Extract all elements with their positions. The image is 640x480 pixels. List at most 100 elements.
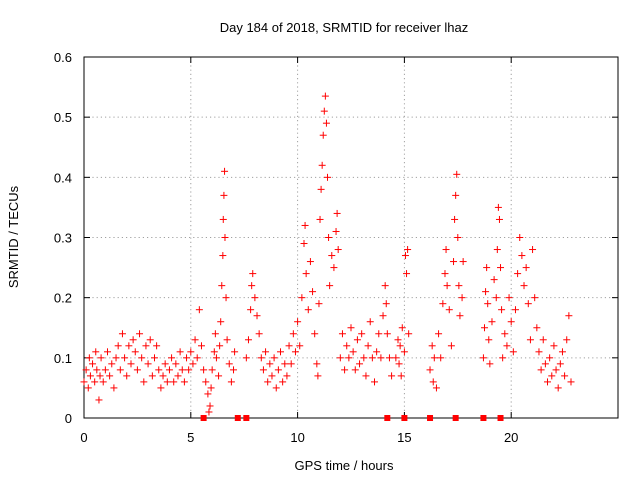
data-point <box>202 378 210 386</box>
data-point <box>89 360 97 368</box>
gap-marker <box>427 415 434 421</box>
data-point <box>185 366 193 374</box>
data-point <box>360 354 368 362</box>
data-point <box>550 342 558 350</box>
data-point <box>296 342 304 350</box>
y-tick-label: 0 <box>65 411 72 426</box>
data-point <box>80 378 88 386</box>
data-point <box>441 270 449 278</box>
data-point <box>531 294 539 302</box>
data-point <box>180 378 188 386</box>
data-point <box>304 306 312 314</box>
data-point <box>382 300 390 308</box>
data-point <box>91 378 99 386</box>
data-point <box>324 173 332 181</box>
data-point <box>394 336 402 344</box>
data-point <box>106 372 114 380</box>
data-point <box>353 336 361 344</box>
data-point <box>511 306 519 314</box>
data-point <box>450 258 458 266</box>
data-point <box>479 354 487 362</box>
data-point <box>370 378 378 386</box>
data-point <box>281 360 289 368</box>
data-point <box>563 336 571 344</box>
data-point <box>401 252 409 260</box>
data-point <box>379 312 387 320</box>
data-point <box>93 366 101 374</box>
data-point <box>509 348 517 356</box>
data-point <box>405 330 413 338</box>
data-point <box>392 354 400 362</box>
x-tick-label: 5 <box>187 430 194 445</box>
data-point <box>318 161 326 169</box>
data-point <box>259 366 267 374</box>
data-point <box>396 342 404 350</box>
data-point <box>272 384 280 392</box>
data-point <box>210 348 218 356</box>
data-point <box>207 384 215 392</box>
data-point <box>230 366 238 374</box>
y-tick-label: 0.6 <box>54 50 72 65</box>
data-point <box>294 318 302 326</box>
data-point <box>430 354 438 362</box>
data-points <box>80 92 575 416</box>
gap-marker <box>497 415 504 421</box>
data-point <box>554 384 562 392</box>
data-point <box>231 348 239 356</box>
data-point <box>320 107 328 115</box>
data-point <box>161 360 169 368</box>
data-point <box>289 330 297 338</box>
data-point <box>227 378 235 386</box>
data-point <box>244 336 252 344</box>
data-point <box>300 240 308 248</box>
data-point <box>490 276 498 284</box>
data-point <box>343 342 351 350</box>
x-axis-label: GPS time / hours <box>295 458 394 473</box>
data-point <box>249 270 257 278</box>
data-point <box>187 348 195 356</box>
data-point <box>373 348 381 356</box>
y-tick-label: 0.3 <box>54 231 72 246</box>
data-point <box>455 282 463 290</box>
data-point <box>486 360 494 368</box>
data-point <box>125 342 133 350</box>
data-point <box>116 366 124 374</box>
data-point <box>200 366 208 374</box>
data-point <box>514 270 522 278</box>
data-point <box>253 312 261 320</box>
data-point <box>483 264 491 272</box>
data-point <box>432 384 440 392</box>
data-point <box>313 360 321 368</box>
gap-marker <box>234 415 241 421</box>
data-point <box>163 378 171 386</box>
data-point <box>108 360 116 368</box>
data-point <box>561 372 569 380</box>
data-point <box>266 360 274 368</box>
data-point <box>110 384 118 392</box>
data-point <box>291 348 299 356</box>
data-point <box>526 336 534 344</box>
data-point <box>533 324 541 332</box>
data-point <box>453 170 461 178</box>
data-point <box>205 408 213 416</box>
x-tick-label: 0 <box>80 430 87 445</box>
axis-ticks: 0 0.1 0.2 0.3 0.4 0.5 0.6 0 5 10 15 20 <box>54 50 618 445</box>
data-point <box>82 366 90 374</box>
data-point <box>351 366 359 374</box>
data-point <box>309 288 317 296</box>
data-point <box>442 246 450 254</box>
data-point <box>221 167 229 175</box>
data-point <box>520 282 528 290</box>
data-point <box>157 384 165 392</box>
data-point <box>178 366 186 374</box>
data-point <box>333 209 341 217</box>
x-tick-label: 10 <box>290 430 304 445</box>
data-point <box>142 342 150 350</box>
data-point <box>101 366 109 374</box>
gap-marker <box>480 415 487 421</box>
data-point <box>208 366 216 374</box>
data-point <box>451 215 459 223</box>
data-point <box>251 294 259 302</box>
data-point <box>131 348 139 356</box>
